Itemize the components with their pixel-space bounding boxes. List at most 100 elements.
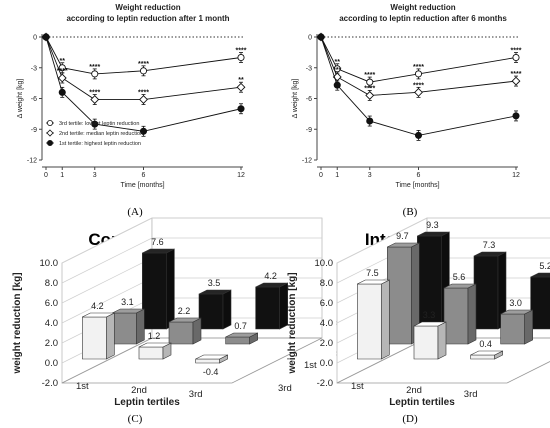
bar-front xyxy=(255,286,280,330)
bar-value-label: 9.3 xyxy=(426,220,439,230)
x-tick-label: 3 xyxy=(93,172,97,179)
bar-value-label: 7.5 xyxy=(366,268,379,278)
data-point-circle xyxy=(512,53,520,62)
significance-stars: **** xyxy=(413,64,424,71)
x-tick-label: 3rd xyxy=(189,389,203,400)
y-tick-label: 2.0 xyxy=(45,338,58,349)
bar-top xyxy=(387,242,420,248)
data-point-circle xyxy=(414,70,423,78)
x-axis-label: Leptin tertiles xyxy=(114,397,180,408)
panel-label: (B) xyxy=(403,206,418,218)
bar-top xyxy=(195,354,228,360)
y-tick-label: -3 xyxy=(31,65,37,72)
line-chart-b: Weight reduction according to leptin redu… xyxy=(292,3,522,218)
x-tick-label: 2nd xyxy=(131,385,147,396)
bar-side xyxy=(467,283,477,345)
y-tick-label: 10.0 xyxy=(315,258,334,269)
bar-front xyxy=(470,354,495,360)
significance-stars: ** xyxy=(335,59,341,66)
z-tick-label: 1st xyxy=(304,360,317,371)
bar-3d: 3.1 xyxy=(112,297,145,345)
y-tick-label: -12 xyxy=(302,158,312,165)
y-tick-label: 8.0 xyxy=(45,278,58,289)
bar-top xyxy=(357,279,390,285)
x-tick-label: 3 xyxy=(368,172,372,179)
bar-3d: 1.2 xyxy=(138,331,172,360)
y-tick-label: 8.0 xyxy=(320,278,333,289)
significance-stars: **** xyxy=(89,90,100,97)
significance-stars: ** xyxy=(238,77,244,84)
bar-3d: 0.4 xyxy=(470,339,503,360)
y-tick-label: 4.0 xyxy=(45,318,58,329)
bar-top xyxy=(112,308,145,314)
y-tick-label: 2.0 xyxy=(320,338,333,349)
bar-3d: 5.6 xyxy=(443,272,477,345)
bar-front xyxy=(198,293,224,330)
y-tick-label: -9 xyxy=(306,127,312,134)
x-tick-label: 1st xyxy=(76,381,89,392)
bar-chart-d: Intervention group10.08.06.04.02.00.0-2.… xyxy=(287,217,550,425)
chart-subtitle: according to leptin reduction after 6 mo… xyxy=(339,14,507,23)
bar-top xyxy=(225,332,258,338)
significance-stars: **** xyxy=(138,90,149,97)
floor xyxy=(336,337,550,384)
bar-value-label: 0.4 xyxy=(479,339,492,349)
significance-stars: **** xyxy=(57,68,68,75)
panel-label: (A) xyxy=(127,206,143,218)
bar-3d: 7.6 xyxy=(142,237,175,330)
bar-top xyxy=(138,342,172,348)
bar-top xyxy=(413,321,447,327)
line-chart-a: Weight reduction according to leptin redu… xyxy=(17,3,247,218)
bar-value-label: 3.0 xyxy=(509,298,522,308)
bar-value-label: 3.1 xyxy=(121,297,134,307)
significance-stars: *** xyxy=(333,67,341,74)
significance-stars: **** xyxy=(511,71,522,78)
y-tick-label: -9 xyxy=(31,127,37,134)
y-axis-label: Δ weight [kg] xyxy=(292,79,299,119)
legend: 3rd tertile: lowest leptin reduction 2nd … xyxy=(46,120,143,147)
bar-front xyxy=(112,312,137,345)
data-point-diamond xyxy=(365,90,375,100)
bar-3d: 4.2 xyxy=(255,271,288,330)
bar-side xyxy=(106,312,115,360)
legend-marker xyxy=(47,139,54,146)
y-axis-label: Δ weight [kg] xyxy=(17,79,24,119)
y-tick-label: 6.0 xyxy=(320,298,333,309)
data-point-circle xyxy=(237,105,245,113)
y-tick-label: 6.0 xyxy=(45,298,58,309)
y-tick-label: 4.0 xyxy=(320,318,333,329)
data-point-circle xyxy=(237,53,245,62)
legend-label: 2nd tertile: median leptin reduction xyxy=(59,131,143,137)
bar-value-label: 4.2 xyxy=(264,271,277,281)
bar-value-label: 0.7 xyxy=(234,321,247,331)
bar-3d: 5.2 xyxy=(530,261,550,330)
y-tick-label: -12 xyxy=(27,158,37,165)
y-tick-label: 0 xyxy=(33,35,37,42)
bar-3d: 7.5 xyxy=(357,268,390,360)
data-point-circle xyxy=(58,88,66,96)
data-point-diamond xyxy=(414,87,423,97)
significance-stars: **** xyxy=(89,64,100,71)
bar-side xyxy=(222,289,232,330)
bar-top xyxy=(142,248,175,254)
x-tick-label: 0 xyxy=(44,172,48,179)
y-tick-label: 0 xyxy=(308,35,312,42)
bar-front xyxy=(357,283,382,360)
legend-label: 1st tertile: highest leptin reduction xyxy=(59,141,141,147)
data-point-diamond xyxy=(57,73,67,83)
data-point-circle xyxy=(58,64,66,72)
y-tick-label: 0.0 xyxy=(320,358,333,369)
bar-side xyxy=(136,308,145,345)
bar-top xyxy=(530,272,550,278)
bar-front xyxy=(413,325,439,360)
x-tick-label: 3rd xyxy=(464,389,478,400)
data-point-diamond xyxy=(90,95,100,104)
y-tick-label: -6 xyxy=(306,96,312,103)
x-tick-label: 12 xyxy=(512,172,520,179)
y-axis-label: weight reduction [kg] xyxy=(12,272,23,374)
bar-value-label: 5.6 xyxy=(453,272,466,282)
significance-stars: **** xyxy=(511,48,522,55)
bar-3d: 0.7 xyxy=(225,321,258,345)
x-tick-label: 1 xyxy=(335,172,339,179)
